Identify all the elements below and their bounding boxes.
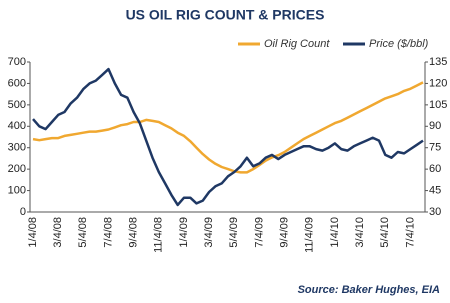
y2-tick-label: 75: [429, 142, 441, 154]
y2-tick-label: 60: [429, 163, 441, 175]
y2-tick-label: 45: [429, 184, 441, 196]
y-tick-label: 600: [8, 77, 26, 89]
x-tick-label: 1/4/09: [178, 217, 190, 248]
source: Source: Baker Hughes, EIA: [298, 284, 440, 296]
x-tick-label: 7/4/09: [253, 217, 265, 248]
y2-tick-label: 120: [429, 77, 447, 89]
x-tick-label: 5/4/10: [379, 217, 391, 248]
y-tick-label: 100: [8, 184, 26, 196]
y2-tick-label: 90: [429, 120, 441, 132]
x-tick-label: 7/4/08: [102, 217, 114, 248]
x-tick-label: 9/4/08: [128, 217, 140, 248]
y-tick-label: 500: [8, 99, 26, 111]
x-tick-label: 9/4/09: [279, 217, 291, 248]
legend-label: Oil Rig Count: [264, 38, 330, 50]
x-tick-label: 7/4/10: [404, 217, 416, 248]
x-tick-label: 11/4/08: [153, 217, 165, 253]
y-tick-label: 400: [8, 120, 26, 132]
y2-tick-label: 135: [429, 56, 447, 68]
chart-title: US OIL RIG COUNT & PRICES: [126, 7, 325, 23]
x-tick-label: 3/4/08: [52, 217, 64, 248]
x-tick-label: 5/4/08: [77, 217, 89, 248]
y-tick-label: 200: [8, 163, 26, 175]
series-line: [32, 67, 424, 207]
x-tick-label: 11/4/09: [304, 217, 316, 253]
y-tick-label: 700: [8, 56, 26, 68]
legend-label: Price ($/bbl): [369, 38, 429, 50]
x-tick-label: 5/4/09: [228, 217, 240, 248]
x-tick-label: 1/4/08: [27, 217, 39, 248]
y2-tick-label: 30: [429, 206, 441, 218]
x-tick-label: 3/4/10: [354, 217, 366, 248]
x-tick-label: 1/4/10: [329, 217, 341, 248]
y2-tick-label: 105: [429, 99, 447, 111]
x-tick-label: 3/4/09: [203, 217, 215, 248]
series-line: [32, 81, 424, 174]
y-tick-label: 300: [8, 142, 26, 154]
y-tick-label: 0: [20, 206, 26, 218]
